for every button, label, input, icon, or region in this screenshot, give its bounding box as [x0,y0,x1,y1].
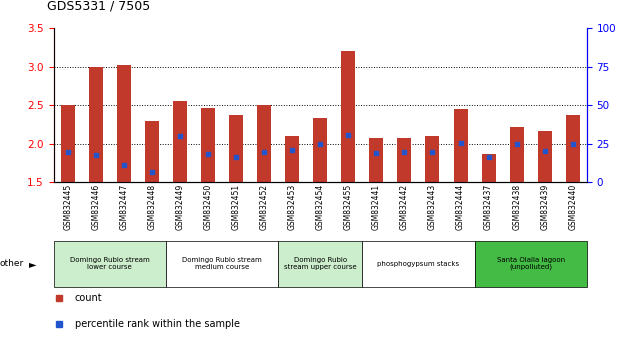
Bar [425,136,440,182]
Bar [538,131,551,182]
Text: GSM832446: GSM832446 [91,184,100,230]
Text: ►: ► [29,259,37,269]
Text: GSM832442: GSM832442 [400,184,409,230]
Bar [566,115,580,182]
Text: GDS5331 / 7505: GDS5331 / 7505 [47,0,151,12]
Text: GSM832443: GSM832443 [428,184,437,230]
Bar [278,241,362,287]
Bar [398,138,411,182]
Text: GSM832441: GSM832441 [372,184,381,230]
Bar [475,241,587,287]
Bar [89,67,103,182]
Bar [229,115,243,182]
Text: GSM832451: GSM832451 [232,184,240,230]
Text: GSM832449: GSM832449 [175,184,184,230]
Text: GSM832438: GSM832438 [512,184,521,230]
Bar [285,136,299,182]
Text: GSM832454: GSM832454 [316,184,325,230]
Bar [173,102,187,182]
Text: GSM832444: GSM832444 [456,184,465,230]
Bar [362,241,475,287]
Text: GSM832448: GSM832448 [148,184,156,230]
Bar [61,105,74,182]
Text: Domingo Rubio
stream upper course: Domingo Rubio stream upper course [284,257,357,270]
Text: GSM832440: GSM832440 [569,184,577,230]
Text: Domingo Rubio stream
medium course: Domingo Rubio stream medium course [182,257,262,270]
Bar [145,121,159,182]
Text: GSM832455: GSM832455 [344,184,353,230]
Text: GSM832450: GSM832450 [203,184,213,230]
Bar [257,105,271,182]
Text: GSM832447: GSM832447 [119,184,128,230]
Text: phosphogypsum stacks: phosphogypsum stacks [377,261,459,267]
Text: percentile rank within the sample: percentile rank within the sample [75,319,240,329]
Bar [481,154,495,182]
Text: GSM832445: GSM832445 [63,184,72,230]
Bar [166,241,278,287]
Bar [54,241,166,287]
Bar [341,51,355,182]
Bar [369,138,384,182]
Text: other: other [0,259,24,268]
Bar [201,108,215,182]
Bar [454,109,468,182]
Text: GSM832437: GSM832437 [484,184,493,230]
Text: count: count [75,293,103,303]
Text: GSM832453: GSM832453 [288,184,297,230]
Bar [117,64,131,182]
Text: Domingo Rubio stream
lower course: Domingo Rubio stream lower course [70,257,150,270]
Text: GSM832439: GSM832439 [540,184,549,230]
Text: Santa Olalla lagoon
(unpolluted): Santa Olalla lagoon (unpolluted) [497,257,565,270]
Bar [510,127,524,182]
Bar [313,118,327,182]
Text: GSM832452: GSM832452 [259,184,269,230]
